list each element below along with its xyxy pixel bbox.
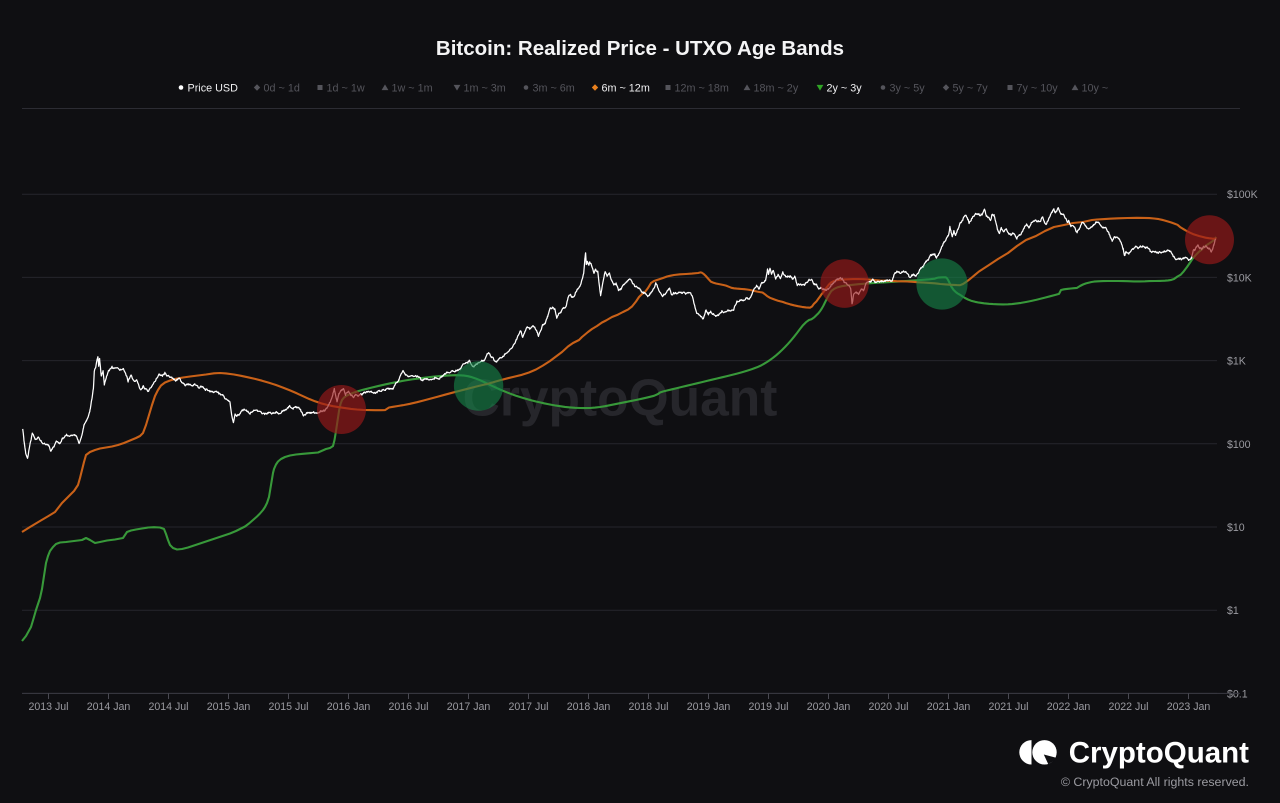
svg-text:Bitcoin: Realized Price - UTXO: Bitcoin: Realized Price - UTXO Age Bands bbox=[436, 37, 844, 60]
svg-text:$1K: $1K bbox=[1227, 356, 1246, 368]
svg-text:0d ~ 1d: 0d ~ 1d bbox=[264, 83, 300, 95]
svg-text:6m ~ 12m: 6m ~ 12m bbox=[602, 83, 650, 95]
svg-text:$1: $1 bbox=[1227, 605, 1239, 617]
svg-text:2018 Jan: 2018 Jan bbox=[567, 701, 611, 713]
svg-text:$100: $100 bbox=[1227, 439, 1251, 451]
svg-text:2022 Jan: 2022 Jan bbox=[1047, 701, 1091, 713]
svg-text:2018 Jul: 2018 Jul bbox=[628, 701, 668, 713]
svg-text:2016 Jul: 2016 Jul bbox=[388, 701, 428, 713]
svg-text:3m ~ 6m: 3m ~ 6m bbox=[533, 83, 575, 95]
svg-text:CryptoQuant: CryptoQuant bbox=[1069, 737, 1249, 770]
svg-text:2023 Jan: 2023 Jan bbox=[1167, 701, 1211, 713]
svg-text:18m ~ 2y: 18m ~ 2y bbox=[754, 83, 799, 95]
svg-text:5y ~ 7y: 5y ~ 7y bbox=[953, 83, 989, 95]
svg-text:1d ~ 1w: 1d ~ 1w bbox=[327, 83, 365, 95]
svg-text:2019 Jan: 2019 Jan bbox=[687, 701, 731, 713]
svg-text:2013 Jul: 2013 Jul bbox=[28, 701, 68, 713]
svg-text:2014 Jan: 2014 Jan bbox=[87, 701, 131, 713]
svg-text:2y ~ 3y: 2y ~ 3y bbox=[827, 83, 863, 95]
svg-text:10y ~: 10y ~ bbox=[1082, 83, 1109, 95]
svg-text:2021 Jan: 2021 Jan bbox=[927, 701, 971, 713]
svg-text:2016 Jan: 2016 Jan bbox=[327, 701, 371, 713]
svg-text:2022 Jul: 2022 Jul bbox=[1108, 701, 1148, 713]
svg-text:1w ~ 1m: 1w ~ 1m bbox=[392, 83, 433, 95]
svg-text:© CryptoQuant All rights reser: © CryptoQuant All rights reserved. bbox=[1061, 775, 1249, 789]
svg-text:2021 Jul: 2021 Jul bbox=[988, 701, 1028, 713]
svg-text:$100K: $100K bbox=[1227, 189, 1258, 201]
svg-text:1m ~ 3m: 1m ~ 3m bbox=[464, 83, 506, 95]
svg-text:$0.1: $0.1 bbox=[1227, 688, 1248, 700]
svg-text:2014 Jul: 2014 Jul bbox=[148, 701, 188, 713]
svg-text:2019 Jul: 2019 Jul bbox=[748, 701, 788, 713]
svg-text:2015 Jan: 2015 Jan bbox=[207, 701, 251, 713]
svg-text:2017 Jul: 2017 Jul bbox=[508, 701, 548, 713]
svg-text:2017 Jan: 2017 Jan bbox=[447, 701, 491, 713]
svg-text:$10K: $10K bbox=[1227, 272, 1252, 284]
svg-text:CryptoQuant: CryptoQuant bbox=[463, 369, 778, 427]
svg-text:12m ~ 18m: 12m ~ 18m bbox=[675, 83, 729, 95]
svg-text:Price USD: Price USD bbox=[188, 83, 239, 95]
svg-text:2015 Jul: 2015 Jul bbox=[268, 701, 308, 713]
svg-text:2020 Jan: 2020 Jan bbox=[807, 701, 851, 713]
svg-text:$10: $10 bbox=[1227, 522, 1245, 534]
svg-text:2020 Jul: 2020 Jul bbox=[868, 701, 908, 713]
svg-text:3y ~ 5y: 3y ~ 5y bbox=[890, 83, 926, 95]
svg-text:7y ~ 10y: 7y ~ 10y bbox=[1017, 83, 1059, 95]
